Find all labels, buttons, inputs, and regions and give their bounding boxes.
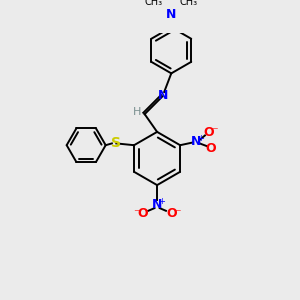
Text: S: S — [111, 136, 121, 150]
Text: O: O — [205, 142, 216, 155]
Text: O: O — [203, 126, 214, 139]
Text: H: H — [133, 107, 141, 117]
Text: ⁻: ⁻ — [174, 207, 181, 220]
Text: ⁻: ⁻ — [134, 207, 140, 220]
Text: N: N — [166, 8, 176, 21]
Text: +: + — [197, 134, 204, 142]
Text: N: N — [191, 135, 201, 148]
Text: O: O — [166, 207, 177, 220]
Text: CH₃: CH₃ — [180, 0, 198, 8]
Text: O: O — [138, 207, 148, 220]
Text: N: N — [158, 89, 169, 102]
Text: CH₃: CH₃ — [145, 0, 163, 8]
Text: +: + — [158, 196, 165, 206]
Text: N: N — [152, 198, 162, 211]
Text: ⁻: ⁻ — [212, 125, 218, 138]
